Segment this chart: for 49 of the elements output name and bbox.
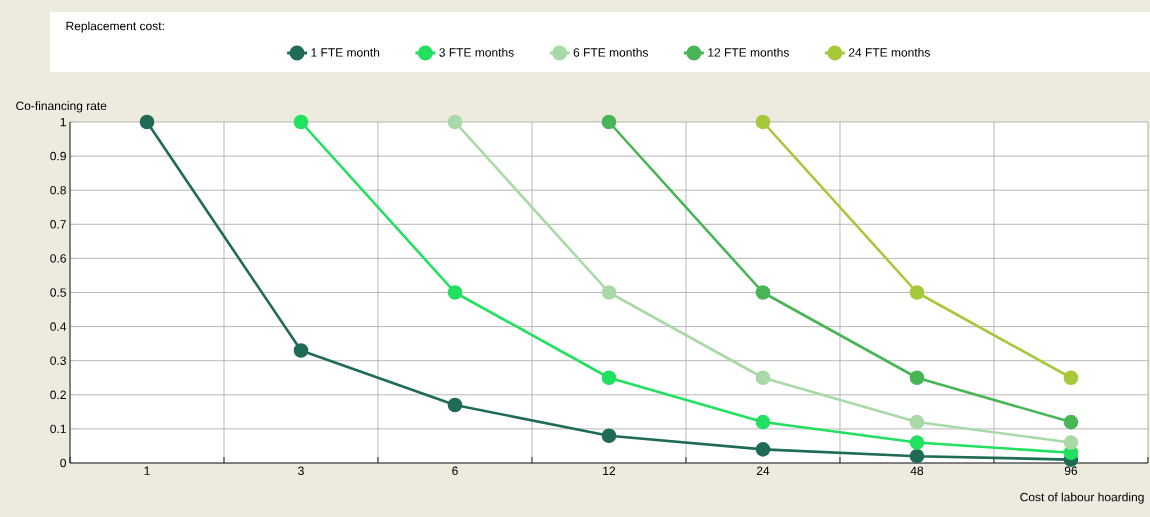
point <box>755 114 771 130</box>
point <box>601 285 617 300</box>
x-tick-label: 1 <box>144 466 150 475</box>
point <box>755 370 771 386</box>
legend-label: 6 FTE months <box>573 47 648 57</box>
x-tick-label: 12 <box>603 466 616 475</box>
y-tick-label: 0.3 <box>50 356 66 365</box>
point <box>447 285 463 300</box>
point <box>1063 414 1079 430</box>
point <box>1063 370 1079 386</box>
point <box>909 448 925 464</box>
x-tick-label: 24 <box>756 466 770 475</box>
x-tick-label: 3 <box>298 466 304 476</box>
y-tick-label: 0.7 <box>50 220 66 229</box>
y-axis-title: Co-financing rate <box>16 101 107 113</box>
legend-title: Replacement cost: <box>66 21 164 33</box>
x-axis-title: Cost of labour hoarding <box>1020 492 1144 504</box>
point <box>1063 435 1079 450</box>
point <box>755 285 771 300</box>
point <box>601 370 617 386</box>
point <box>909 285 925 300</box>
legend-label: 1 FTE month <box>311 47 380 57</box>
point <box>601 428 617 444</box>
y-tick-label: 0.9 <box>50 151 66 161</box>
y-tick-label: 1 <box>60 117 66 127</box>
legend-label: 12 FTE months <box>708 47 789 57</box>
point <box>909 414 925 430</box>
y-tick-label: 0.2 <box>50 390 66 400</box>
point <box>755 414 771 430</box>
point <box>447 397 463 413</box>
point <box>139 114 155 130</box>
x-tick-label: 96 <box>1064 466 1078 476</box>
point <box>293 114 309 130</box>
x-tick-label: 6 <box>452 466 458 476</box>
y-tick-label: 0.1 <box>50 424 66 434</box>
x-tick-label: 48 <box>910 466 924 476</box>
y-tick-label: 0.5 <box>50 288 66 297</box>
y-tick-label: 0 <box>60 458 67 468</box>
y-tick-label: 0.4 <box>50 322 67 331</box>
point <box>755 442 771 457</box>
point <box>909 435 925 450</box>
point <box>447 114 463 130</box>
point <box>909 370 925 386</box>
point <box>601 114 617 130</box>
y-tick-label: 0.6 <box>50 254 66 263</box>
legend-label: 24 FTE months <box>848 47 930 57</box>
legend-label: 3 FTE months <box>439 47 514 57</box>
y-tick-label: 0.8 <box>50 185 66 195</box>
point <box>293 343 309 358</box>
